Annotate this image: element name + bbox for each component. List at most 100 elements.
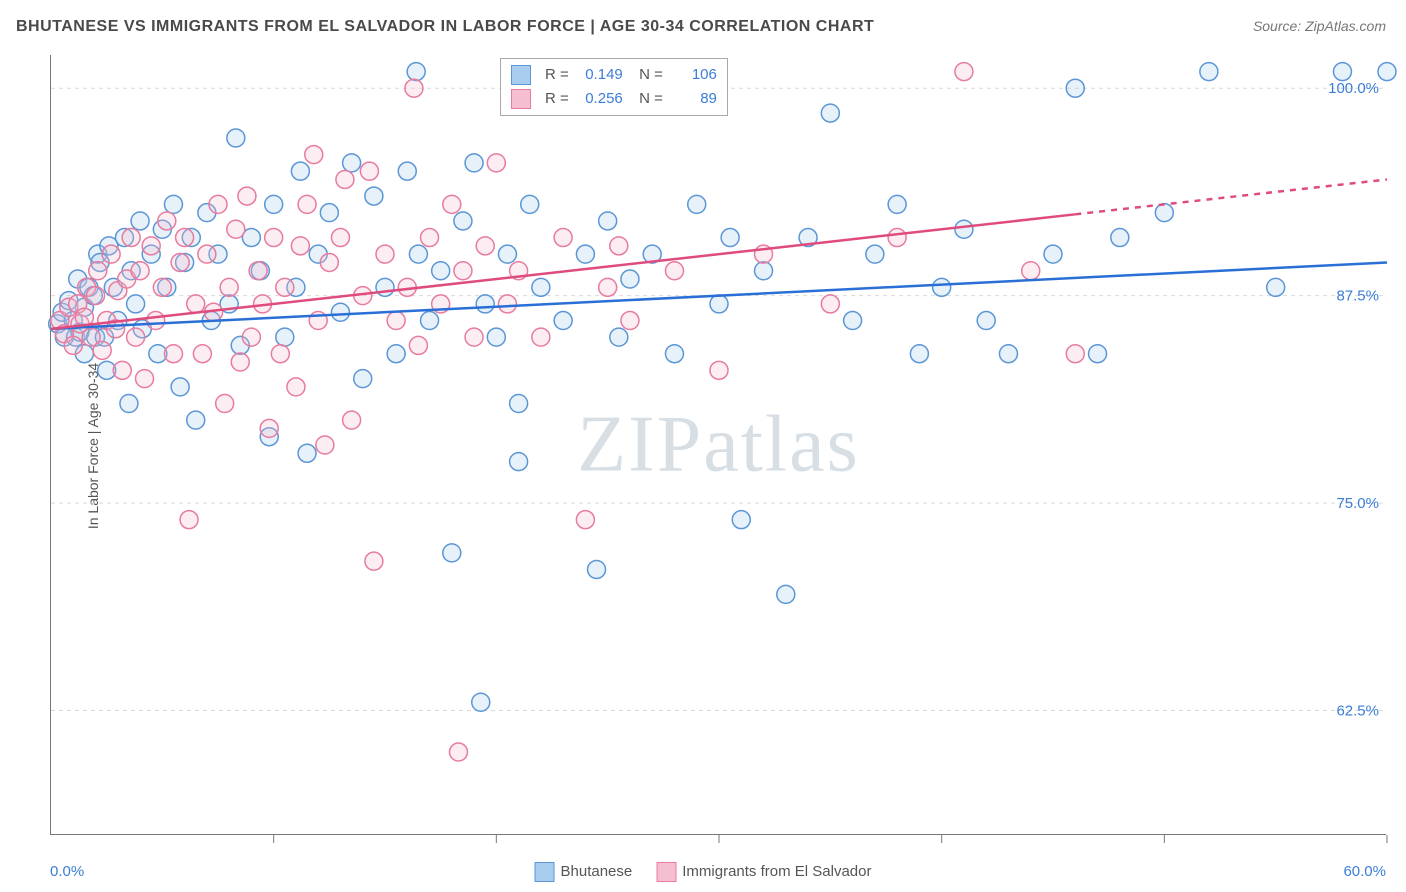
scatter-point (249, 262, 267, 280)
scatter-point (376, 278, 394, 296)
scatter-point (1111, 229, 1129, 247)
scatter-point (336, 170, 354, 188)
scatter-point (443, 544, 461, 562)
scatter-point (449, 743, 467, 761)
scatter-point (621, 270, 639, 288)
scatter-point (498, 245, 516, 263)
correlation-legend-row: R =0.256 N =89 (511, 87, 717, 111)
chart-container: BHUTANESE VS IMMIGRANTS FROM EL SALVADOR… (0, 0, 1406, 892)
scatter-point (147, 312, 165, 330)
scatter-point (755, 262, 773, 280)
scatter-point (220, 278, 238, 296)
scatter-point (821, 104, 839, 122)
scatter-point (665, 262, 683, 280)
scatter-point (265, 195, 283, 213)
scatter-point (554, 312, 572, 330)
legend-swatch (535, 862, 555, 882)
scatter-point (365, 552, 383, 570)
scatter-point (409, 336, 427, 354)
scatter-point (216, 395, 234, 413)
scatter-point (316, 436, 334, 454)
n-label: N = (631, 87, 663, 111)
scatter-point (888, 229, 906, 247)
scatter-point (193, 345, 211, 363)
scatter-point (955, 220, 973, 238)
scatter-point (87, 287, 105, 305)
scatter-point (510, 453, 528, 471)
legend-label: Bhutanese (561, 863, 633, 880)
scatter-point (621, 312, 639, 330)
scatter-point (554, 229, 572, 247)
legend-swatch (511, 89, 531, 109)
scatter-point (1200, 63, 1218, 81)
scatter-point (331, 229, 349, 247)
scatter-point (242, 328, 260, 346)
scatter-point (866, 245, 884, 263)
legend-label: Immigrants from El Salvador (682, 863, 871, 880)
scatter-point (465, 328, 483, 346)
scatter-point (1044, 245, 1062, 263)
scatter-point (454, 262, 472, 280)
scatter-point (187, 295, 205, 313)
scatter-point (688, 195, 706, 213)
scatter-point (131, 262, 149, 280)
scatter-point (260, 419, 278, 437)
scatter-point (432, 262, 450, 280)
scatter-point (209, 195, 227, 213)
scatter-point (127, 295, 145, 313)
scatter-point (476, 295, 494, 313)
r-label: R = (545, 87, 569, 111)
scatter-point (120, 395, 138, 413)
scatter-point (1066, 79, 1084, 97)
scatter-point (955, 63, 973, 81)
x-tick-min: 0.0% (50, 863, 84, 880)
scatter-point (171, 253, 189, 271)
scatter-point (888, 195, 906, 213)
scatter-point (532, 328, 550, 346)
scatter-point (231, 353, 249, 371)
plot-svg: 62.5%75.0%87.5%100.0% (51, 55, 1387, 835)
scatter-point (113, 361, 131, 379)
scatter-point (180, 511, 198, 529)
scatter-point (409, 245, 427, 263)
y-tick-label: 62.5% (1336, 703, 1379, 720)
scatter-point (610, 328, 628, 346)
scatter-point (610, 237, 628, 255)
scatter-point (276, 278, 294, 296)
scatter-point (287, 378, 305, 396)
correlation-legend: R =0.149 N =106R =0.256 N =89 (500, 58, 728, 116)
scatter-point (331, 303, 349, 321)
scatter-point (238, 187, 256, 205)
scatter-point (343, 411, 361, 429)
scatter-point (721, 229, 739, 247)
y-tick-label: 75.0% (1336, 495, 1379, 512)
scatter-point (89, 262, 107, 280)
scatter-point (127, 328, 145, 346)
scatter-point (376, 245, 394, 263)
scatter-point (343, 154, 361, 172)
scatter-point (821, 295, 839, 313)
scatter-point (476, 237, 494, 255)
scatter-point (93, 341, 111, 359)
scatter-point (487, 154, 505, 172)
scatter-point (1066, 345, 1084, 363)
scatter-point (387, 345, 405, 363)
r-label: R = (545, 63, 569, 87)
scatter-point (777, 585, 795, 603)
scatter-point (171, 378, 189, 396)
scatter-point (365, 187, 383, 205)
scatter-point (421, 229, 439, 247)
scatter-point (387, 312, 405, 330)
scatter-point (599, 278, 617, 296)
scatter-point (291, 237, 309, 255)
scatter-point (576, 511, 594, 529)
scatter-point (1089, 345, 1107, 363)
chart-title: BHUTANESE VS IMMIGRANTS FROM EL SALVADOR… (16, 18, 874, 36)
trend-line-dashed (1075, 179, 1387, 214)
x-tick-max: 60.0% (1343, 863, 1386, 880)
scatter-point (732, 511, 750, 529)
scatter-point (198, 245, 216, 263)
scatter-point (710, 361, 728, 379)
plot-area: 62.5%75.0%87.5%100.0% ZIPatlas (50, 55, 1386, 835)
scatter-point (576, 245, 594, 263)
